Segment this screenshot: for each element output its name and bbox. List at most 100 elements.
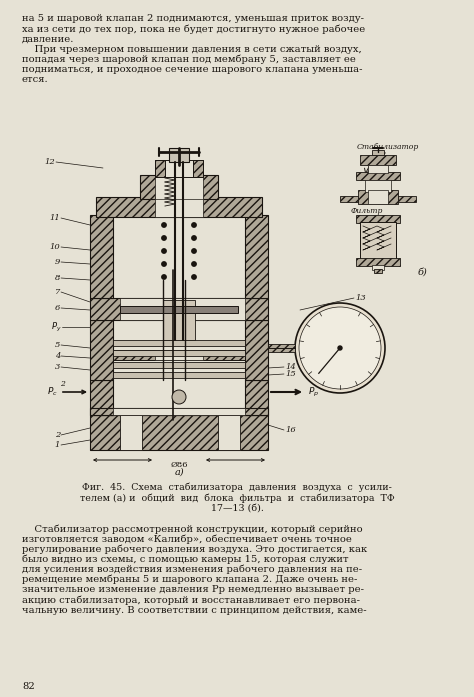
Bar <box>245 215 268 298</box>
Bar <box>90 415 268 450</box>
Text: 8: 8 <box>55 274 60 282</box>
Bar <box>113 340 245 346</box>
Text: Фильтр: Фильтр <box>351 207 383 215</box>
Circle shape <box>295 303 385 393</box>
Circle shape <box>162 236 166 240</box>
Bar <box>120 298 245 320</box>
Text: чальную величину. В соответствии с принципом действия, каме-: чальную величину. В соответствии с принц… <box>22 606 366 615</box>
Bar <box>356 172 400 180</box>
Bar <box>356 215 400 223</box>
Bar <box>372 265 384 270</box>
Bar <box>90 320 113 380</box>
Text: 17—13 (б).: 17—13 (б). <box>210 503 264 512</box>
Bar <box>163 300 195 340</box>
Text: 16: 16 <box>285 426 296 434</box>
Bar <box>113 350 245 356</box>
Bar <box>155 160 165 177</box>
Bar <box>356 258 400 266</box>
Bar <box>398 196 416 202</box>
Text: Стабилизатор рассмотренной конструкции, который серийно: Стабилизатор рассмотренной конструкции, … <box>22 524 363 533</box>
Text: значительное изменение давления Рр немедленно вызывает ре-: значительное изменение давления Рр немед… <box>22 585 364 595</box>
Text: а): а) <box>174 468 184 477</box>
Text: 7: 7 <box>55 288 60 296</box>
Text: было видно из схемы, с помощью камеры 15, которая служит: было видно из схемы, с помощью камеры 15… <box>22 555 348 564</box>
Text: давление.: давление. <box>22 34 74 43</box>
Text: ремещение мембраны 5 и шарового клапана 2. Даже очень не-: ремещение мембраны 5 и шарового клапана … <box>22 575 357 585</box>
Bar <box>218 415 240 450</box>
Bar <box>113 372 245 378</box>
Bar <box>90 380 113 415</box>
Bar <box>374 269 382 273</box>
Bar <box>360 155 396 165</box>
Text: акцию стабилизатора, который и восстанавливает его первона-: акцию стабилизатора, который и восстанав… <box>22 595 360 605</box>
Text: 9: 9 <box>55 258 60 266</box>
Text: 11: 11 <box>49 214 60 222</box>
Bar <box>169 148 189 162</box>
Text: 14: 14 <box>285 363 296 371</box>
Text: 5: 5 <box>55 341 60 349</box>
Text: 2: 2 <box>55 431 60 439</box>
Bar <box>113 362 245 368</box>
Circle shape <box>192 223 196 227</box>
Bar <box>368 165 388 173</box>
Text: 2: 2 <box>60 380 65 388</box>
Text: регулирование рабочего давления воздуха. Это достигается, как: регулирование рабочего давления воздуха.… <box>22 544 367 554</box>
Text: 1: 1 <box>55 441 60 449</box>
Text: 10: 10 <box>49 243 60 251</box>
Text: для усиления воздействия изменения рабочего давления на пе-: для усиления воздействия изменения рабоч… <box>22 565 362 574</box>
Text: попадая через шаровой клапан под мембрану 5, заставляет ее: попадая через шаровой клапан под мембран… <box>22 55 356 64</box>
Bar <box>96 197 262 217</box>
Circle shape <box>162 223 166 227</box>
Bar <box>113 350 245 360</box>
Bar <box>113 408 245 415</box>
Circle shape <box>192 236 196 240</box>
Text: изготовляется заводом «Калибр», обеспечивает очень точное: изготовляется заводом «Калибр», обеспечи… <box>22 534 352 544</box>
Text: б): б) <box>418 268 428 277</box>
Text: телем (а) и  общий  вид  блока  фильтра  и  стабилизатора  ТФ: телем (а) и общий вид блока фильтра и ст… <box>80 493 394 503</box>
Text: Фиг.  45.  Схема  стабилизатора  давления  воздуха  с  усили-: Фиг. 45. Схема стабилизатора давления во… <box>82 483 392 493</box>
Text: Стабилизатор: Стабилизатор <box>357 143 419 151</box>
Bar <box>155 160 203 177</box>
Circle shape <box>192 275 196 279</box>
Text: Ø86: Ø86 <box>170 461 188 469</box>
Bar <box>368 190 388 204</box>
Bar <box>155 197 203 217</box>
Circle shape <box>192 249 196 253</box>
Text: При чрезмерном повышении давления в сети сжатый воздух,: При чрезмерном повышении давления в сети… <box>22 45 362 54</box>
Text: ха из сети до тех пор, пока не будет достигнуто нужное рабочее: ха из сети до тех пор, пока не будет дос… <box>22 24 365 33</box>
Bar <box>358 190 398 204</box>
Bar <box>120 306 238 313</box>
Text: 12: 12 <box>44 158 55 166</box>
Text: ется.: ется. <box>22 75 49 84</box>
Circle shape <box>162 275 166 279</box>
Text: 82: 82 <box>22 682 35 691</box>
Bar <box>140 175 218 199</box>
Bar <box>90 298 268 320</box>
Text: 6: 6 <box>55 304 60 312</box>
Text: подниматься, и проходное сечение шарового клапана уменьша-: подниматься, и проходное сечение шаровог… <box>22 65 363 74</box>
Text: 15: 15 <box>285 370 296 378</box>
Circle shape <box>299 307 381 389</box>
Circle shape <box>162 262 166 266</box>
Text: $P_c$: $P_c$ <box>47 385 58 398</box>
Circle shape <box>192 262 196 266</box>
Text: $P_y$: $P_y$ <box>51 321 62 334</box>
Bar <box>193 160 203 177</box>
Bar <box>245 380 268 415</box>
Text: на 5 и шаровой клапан 2 поднимаются, уменьшая приток возду-: на 5 и шаровой клапан 2 поднимаются, уме… <box>22 14 364 23</box>
Text: 3: 3 <box>55 363 60 371</box>
Bar <box>372 150 384 155</box>
Bar <box>360 222 396 260</box>
Circle shape <box>172 390 186 404</box>
Bar <box>155 175 203 199</box>
Bar <box>245 320 268 380</box>
Text: $P_p$: $P_p$ <box>308 385 319 399</box>
Circle shape <box>162 249 166 253</box>
Bar <box>365 180 391 192</box>
Bar <box>90 215 113 298</box>
Text: 4: 4 <box>55 352 60 360</box>
Bar <box>340 196 358 202</box>
Text: 13: 13 <box>355 294 366 302</box>
Bar <box>155 350 203 360</box>
Bar <box>120 415 142 450</box>
